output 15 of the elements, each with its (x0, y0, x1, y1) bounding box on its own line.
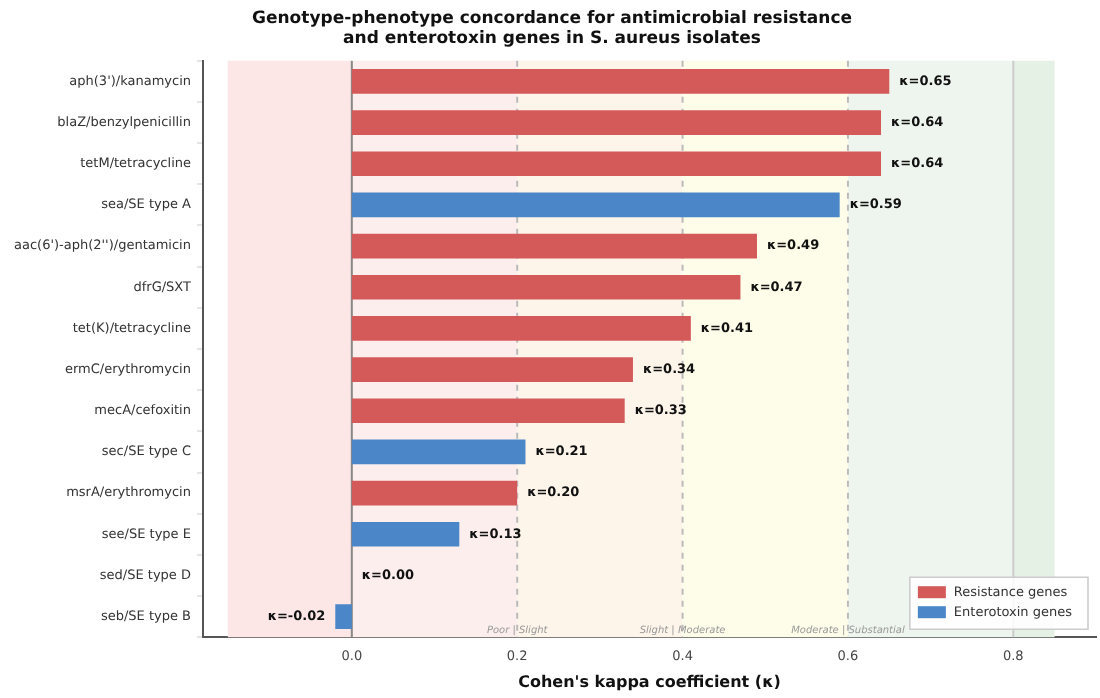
x-axis-title: Cohen's kappa coefficient (κ) (518, 672, 781, 691)
chart-title: Genotype-phenotype concordance for antimicrobial resistance and enterotoxin genes in S. aureus isolates (252, 8, 853, 50)
bar (351, 480, 518, 506)
bar (351, 316, 691, 341)
bar (351, 110, 882, 135)
bar (351, 151, 882, 177)
bar (351, 521, 460, 547)
bar (351, 233, 757, 259)
bar (335, 604, 352, 629)
bar (351, 69, 890, 94)
bar (351, 398, 625, 424)
bar (351, 274, 741, 300)
bar (351, 357, 633, 382)
bar (351, 439, 526, 465)
bar (351, 192, 840, 218)
